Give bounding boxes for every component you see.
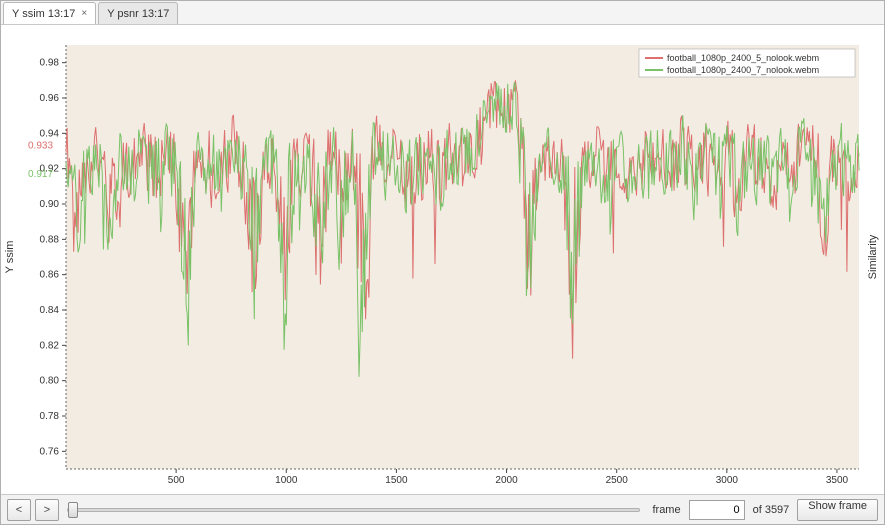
bottom-toolbar: < > frame of 3597 Show frame xyxy=(1,494,884,524)
svg-text:0.84: 0.84 xyxy=(40,305,60,316)
frame-input[interactable] xyxy=(689,500,745,520)
tab-bar: Y ssim 13:17 × Y psnr 13:17 xyxy=(1,1,884,25)
frame-slider[interactable] xyxy=(63,499,644,521)
svg-text:0.88: 0.88 xyxy=(40,234,60,245)
svg-text:2000: 2000 xyxy=(495,475,518,486)
svg-text:1500: 1500 xyxy=(385,475,408,486)
svg-text:football_1080p_2400_7_nolook.w: football_1080p_2400_7_nolook.webm xyxy=(667,65,819,75)
svg-text:football_1080p_2400_5_nolook.w: football_1080p_2400_5_nolook.webm xyxy=(667,53,819,63)
svg-text:0.94: 0.94 xyxy=(40,128,60,139)
tab-label: Y ssim 13:17 xyxy=(12,8,75,20)
frame-total-label: of 3597 xyxy=(749,504,794,516)
svg-text:0.96: 0.96 xyxy=(40,93,60,104)
app-window: Y ssim 13:17 × Y psnr 13:17 0.76 0.78 0.80 0.… xyxy=(0,0,885,525)
svg-text:0.86: 0.86 xyxy=(40,270,60,281)
svg-text:0.80: 0.80 xyxy=(40,376,60,387)
slider-track xyxy=(67,508,640,512)
tab-label: Y psnr 13:17 xyxy=(107,8,169,20)
close-icon[interactable]: × xyxy=(81,9,87,19)
svg-text:3000: 3000 xyxy=(716,475,739,486)
slider-thumb[interactable] xyxy=(68,502,78,518)
chart-area: 0.760.780.800.820.840.860.880.900.920.94… xyxy=(1,25,884,494)
frame-label: frame xyxy=(648,504,684,516)
svg-text:0.82: 0.82 xyxy=(40,340,60,351)
svg-text:1000: 1000 xyxy=(275,475,298,486)
svg-text:0.76: 0.76 xyxy=(40,446,60,457)
show-frame-button[interactable]: Show frame xyxy=(797,499,878,521)
svg-text:0.78: 0.78 xyxy=(40,411,60,422)
svg-text:500: 500 xyxy=(168,475,185,486)
prev-frame-button[interactable]: < xyxy=(7,499,31,521)
tab-0[interactable]: Y ssim 13:17 × xyxy=(3,2,96,24)
svg-text:0.917: 0.917 xyxy=(28,169,53,180)
svg-text:0.933: 0.933 xyxy=(28,141,53,152)
svg-text:2500: 2500 xyxy=(606,475,629,486)
svg-text:3500: 3500 xyxy=(826,475,849,486)
svg-text:0.98: 0.98 xyxy=(40,58,60,69)
svg-text:0.90: 0.90 xyxy=(40,199,60,210)
tab-1[interactable]: Y psnr 13:17 xyxy=(98,2,178,24)
svg-text:Y ssim: Y ssim xyxy=(4,241,16,274)
chart-svg: 0.760.780.800.820.840.860.880.900.920.94… xyxy=(1,25,884,494)
svg-text:Similarity: Similarity xyxy=(867,234,879,279)
next-frame-button[interactable]: > xyxy=(35,499,59,521)
